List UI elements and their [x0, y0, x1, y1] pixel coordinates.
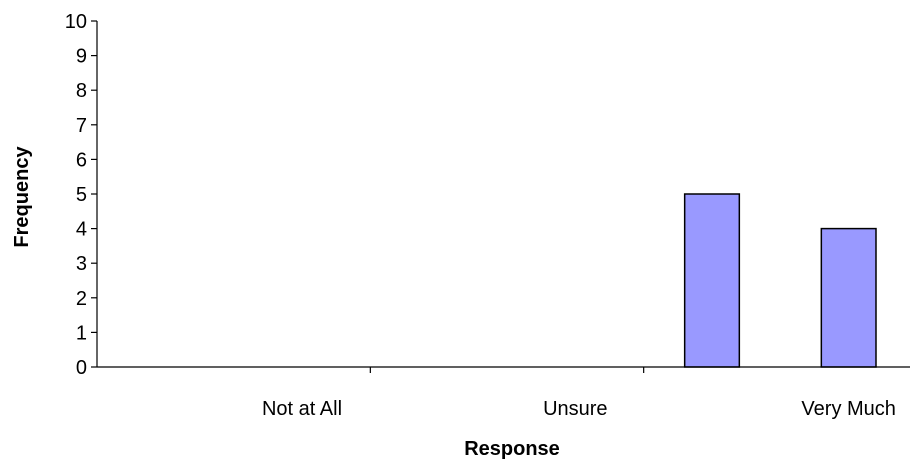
bar-very-much	[820, 227, 877, 368]
y-tick-label: 1	[76, 322, 87, 344]
x-tick-label: Not at All	[262, 398, 342, 420]
axes-group	[91, 20, 910, 373]
x-axis-title: Response	[464, 438, 560, 460]
y-tick-label: 0	[76, 357, 87, 379]
y-tick-label: 6	[76, 149, 87, 171]
y-tick-label: 9	[76, 46, 87, 68]
x-tick-label: Unsure	[543, 398, 607, 420]
y-tick-label: 8	[76, 80, 87, 102]
y-tick-label: 2	[76, 288, 87, 310]
tick-labels-group: 0 1 2 3 4 5 6 7 8 9 10 Not at All Unsure Very Much	[65, 11, 896, 420]
bar-group	[683, 193, 877, 368]
y-tick-label: 7	[76, 115, 87, 137]
bar-category-5	[683, 193, 741, 368]
y-tick-label: 4	[76, 219, 87, 241]
x-tick-label: Very Much	[801, 398, 895, 420]
y-tick-label: 3	[76, 253, 87, 275]
y-tick-label: 5	[76, 184, 87, 206]
y-axis-title: Frequency	[11, 146, 33, 248]
y-tick-label: 10	[65, 11, 87, 33]
